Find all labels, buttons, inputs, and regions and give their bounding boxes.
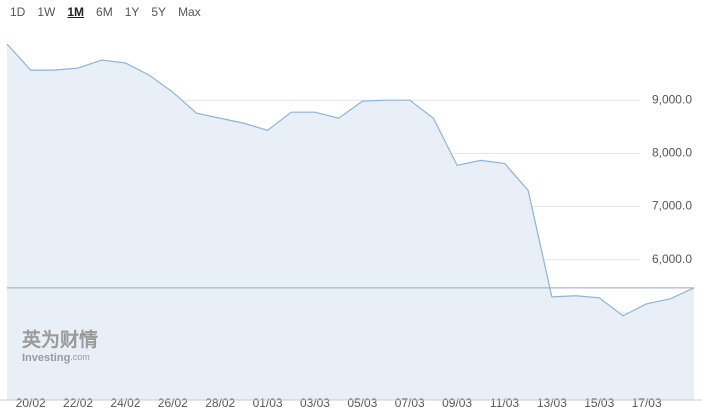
range-button[interactable]: 5Y: [151, 5, 167, 19]
x-tick-label: 11/03: [490, 396, 519, 410]
area-fill: [7, 44, 694, 401]
watermark-name: Investing: [22, 352, 70, 364]
x-tick-label: 03/03: [300, 396, 330, 410]
x-tick-label: 22/02: [63, 396, 93, 410]
x-tick-label: 20/02: [16, 396, 46, 410]
x-tick-label: 15/03: [584, 396, 614, 410]
range-button[interactable]: 1W: [37, 5, 56, 19]
range-selector: 1D 1W 1M 6M 1Y 5Y Max: [4, 4, 207, 24]
x-tick-label: 17/03: [632, 396, 662, 410]
y-tick-label: 7,000.0: [652, 199, 692, 213]
x-tick-label: 24/02: [110, 396, 140, 410]
y-tick-label: 6,000.0: [652, 252, 692, 266]
x-tick-label: 09/03: [442, 396, 472, 410]
watermark-brand: Investing.com: [22, 352, 90, 364]
x-tick-label: 07/03: [395, 396, 425, 410]
range-button[interactable]: 1M: [67, 5, 85, 19]
x-tick-label: 28/02: [205, 396, 235, 410]
range-button[interactable]: 6M: [96, 5, 113, 19]
range-button[interactable]: Max: [178, 5, 201, 19]
watermark-domain: .com: [70, 352, 90, 362]
y-tick-label: 9,000.0: [652, 92, 692, 106]
range-button[interactable]: 1Y: [124, 5, 140, 19]
x-tick-label: 01/03: [253, 396, 283, 410]
y-tick-label: 8,000.0: [652, 146, 692, 160]
x-tick-label: 13/03: [537, 396, 567, 410]
range-button[interactable]: 1D: [10, 5, 26, 19]
x-tick-label: 05/03: [347, 396, 377, 410]
x-tick-label: 26/02: [158, 396, 188, 410]
price-line: [6, 43, 695, 317]
watermark-cn: 英为财情: [22, 328, 98, 351]
